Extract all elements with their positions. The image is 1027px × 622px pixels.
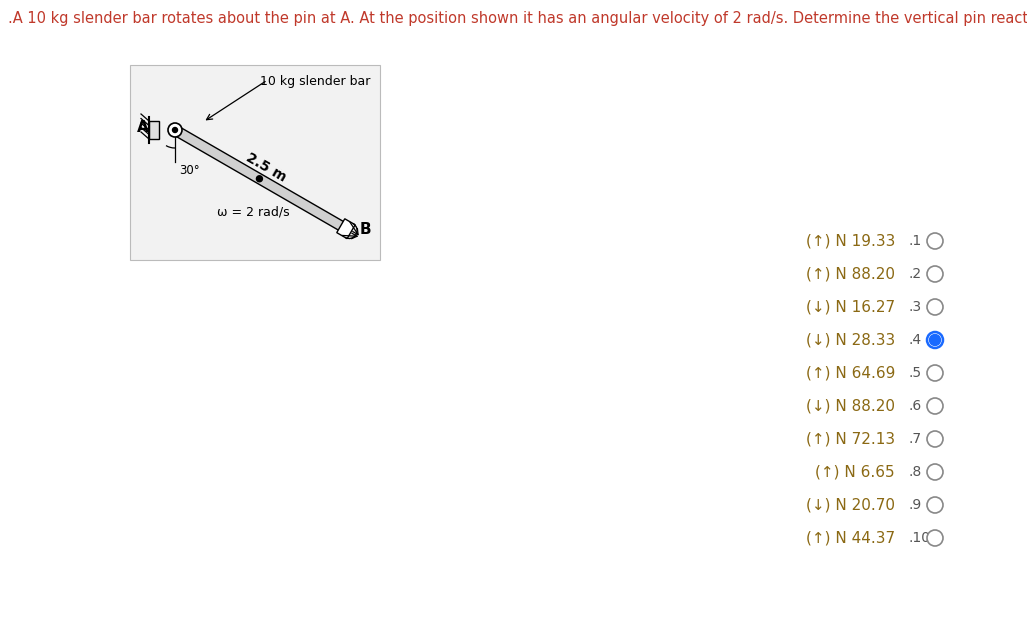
Polygon shape [173, 126, 346, 232]
Text: (↑) N 64.69: (↑) N 64.69 [805, 366, 895, 381]
Text: B: B [359, 222, 372, 237]
Text: (↑) N 88.20: (↑) N 88.20 [806, 266, 895, 282]
Bar [130, 65, 380, 260]
Text: ω = 2 rad/s: ω = 2 rad/s [217, 205, 290, 218]
Circle shape [927, 431, 943, 447]
Text: 30°: 30° [179, 164, 199, 177]
Circle shape [927, 299, 943, 315]
Circle shape [927, 365, 943, 381]
Circle shape [927, 530, 943, 546]
Text: (↓) N 28.33: (↓) N 28.33 [806, 333, 895, 348]
Text: (↓) N 88.20: (↓) N 88.20 [806, 399, 895, 414]
Circle shape [927, 464, 943, 480]
Polygon shape [337, 219, 355, 239]
Circle shape [927, 497, 943, 513]
Circle shape [927, 398, 943, 414]
Text: .2: .2 [908, 267, 921, 281]
Text: .8: .8 [908, 465, 921, 479]
Text: .10: .10 [908, 531, 930, 545]
Circle shape [257, 176, 263, 182]
Text: .7: .7 [908, 432, 921, 446]
Circle shape [927, 266, 943, 282]
Text: A: A [138, 121, 149, 136]
Text: (↑) N 44.37: (↑) N 44.37 [806, 531, 895, 545]
Text: (↑) N 19.33: (↑) N 19.33 [805, 233, 895, 249]
Text: .A 10 kg slender bar rotates about the pin at A. At the position shown it has an: .A 10 kg slender bar rotates about the p… [8, 11, 1027, 26]
Circle shape [929, 335, 941, 345]
Circle shape [927, 332, 943, 348]
Bar [149, 121, 159, 139]
Text: .6: .6 [908, 399, 921, 413]
Text: .9: .9 [908, 498, 921, 512]
Text: .4: .4 [908, 333, 921, 347]
Text: .5: .5 [908, 366, 921, 380]
Text: (↓) N 16.27: (↓) N 16.27 [806, 300, 895, 315]
Circle shape [927, 233, 943, 249]
Text: .3: .3 [908, 300, 921, 314]
Text: (↑) N 72.13: (↑) N 72.13 [806, 432, 895, 447]
Circle shape [168, 123, 182, 137]
Text: (↓) N 20.70: (↓) N 20.70 [806, 498, 895, 513]
Text: (↑) N 6.65: (↑) N 6.65 [815, 465, 895, 480]
Text: 2.5 m: 2.5 m [243, 151, 289, 185]
Circle shape [173, 128, 178, 132]
Text: 10 kg slender bar: 10 kg slender bar [260, 75, 370, 88]
Text: .1: .1 [908, 234, 921, 248]
